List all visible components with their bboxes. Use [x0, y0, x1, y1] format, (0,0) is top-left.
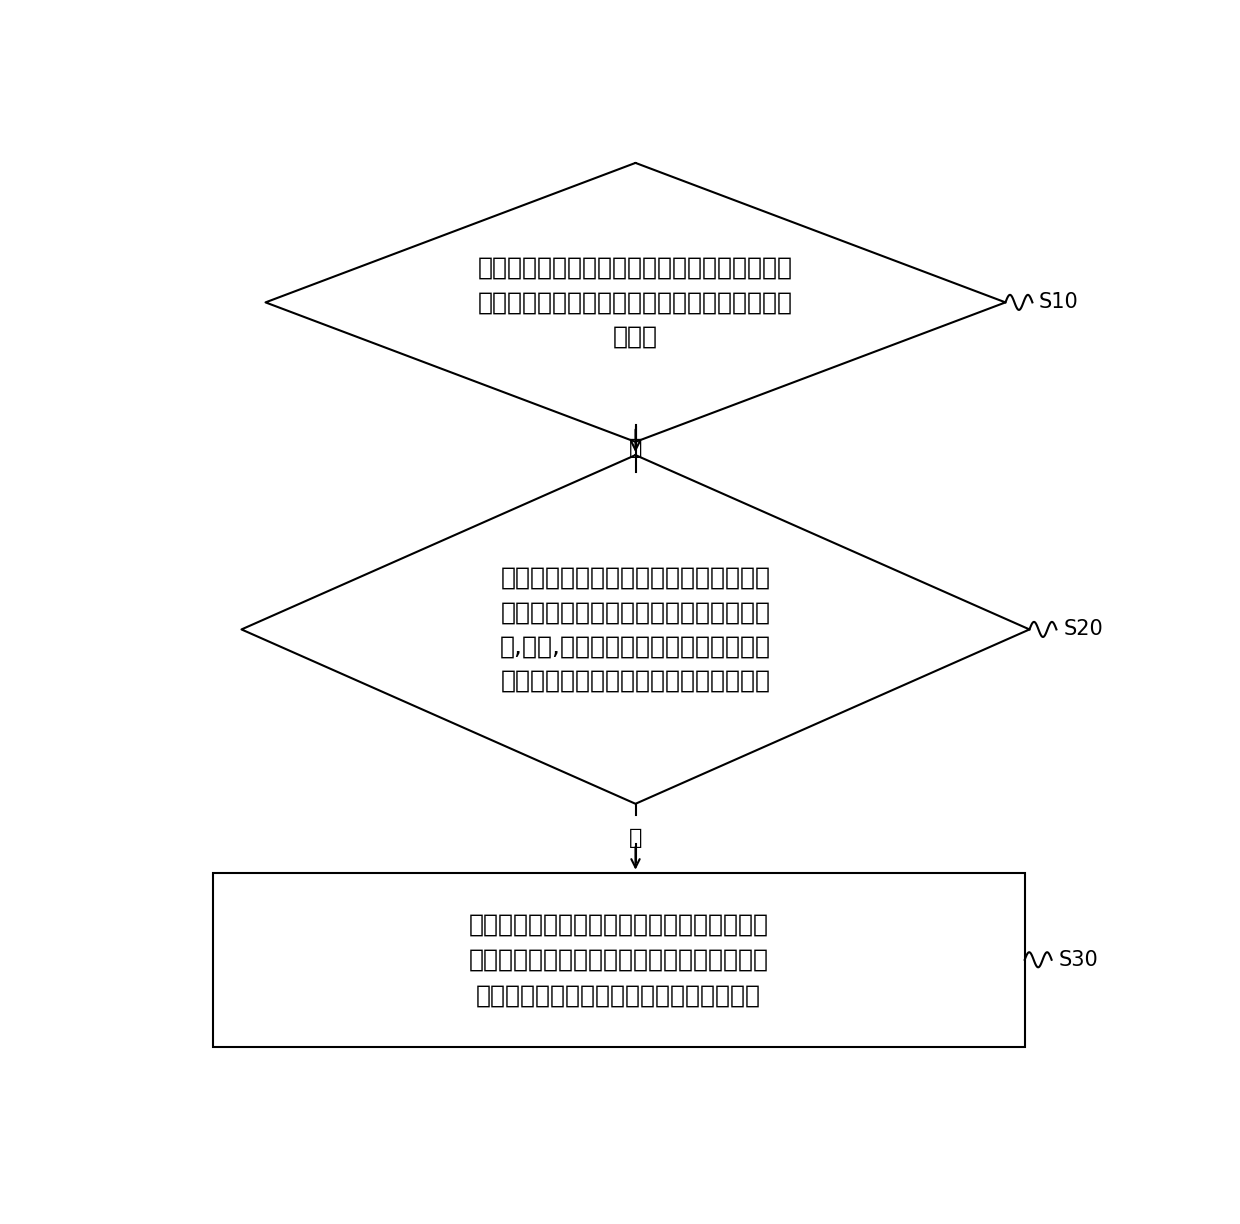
- Text: S20: S20: [1063, 619, 1102, 639]
- Text: 是: 是: [629, 829, 642, 848]
- Text: 获取气体压力值低于预设压力值的氢气缓
冲瓶组的数量，判断数量是否为两组或以
上,若否,则通过压缩机将第一氢气供给设
备内的氢气压缩充装至该氢气缓冲瓶组中: 获取气体压力值低于预设压力值的氢气缓 冲瓶组的数量，判断数量是否为两组或以 上,…: [500, 565, 771, 693]
- Text: 是: 是: [629, 438, 642, 459]
- Text: 获取所述两组以上的氢气缓冲瓶组的充装优先
级，通过所述压缩机将氢气供给设备内的氢气
压缩，充装至优先级较高的氢气缓冲瓶组中: 获取所述两组以上的氢气缓冲瓶组的充装优先 级，通过所述压缩机将氢气供给设备内的氢…: [469, 912, 769, 1007]
- Bar: [213, 873, 1024, 1047]
- Text: S30: S30: [1059, 950, 1099, 969]
- Text: 获取加氢站中各组氢气缓冲瓶中的气体压力值，
判断各组氢气缓冲瓶的气体压力值是否低于预设
压力值: 获取加氢站中各组氢气缓冲瓶中的气体压力值， 判断各组氢气缓冲瓶的气体压力值是否低…: [477, 256, 794, 349]
- Text: S10: S10: [1039, 293, 1079, 312]
